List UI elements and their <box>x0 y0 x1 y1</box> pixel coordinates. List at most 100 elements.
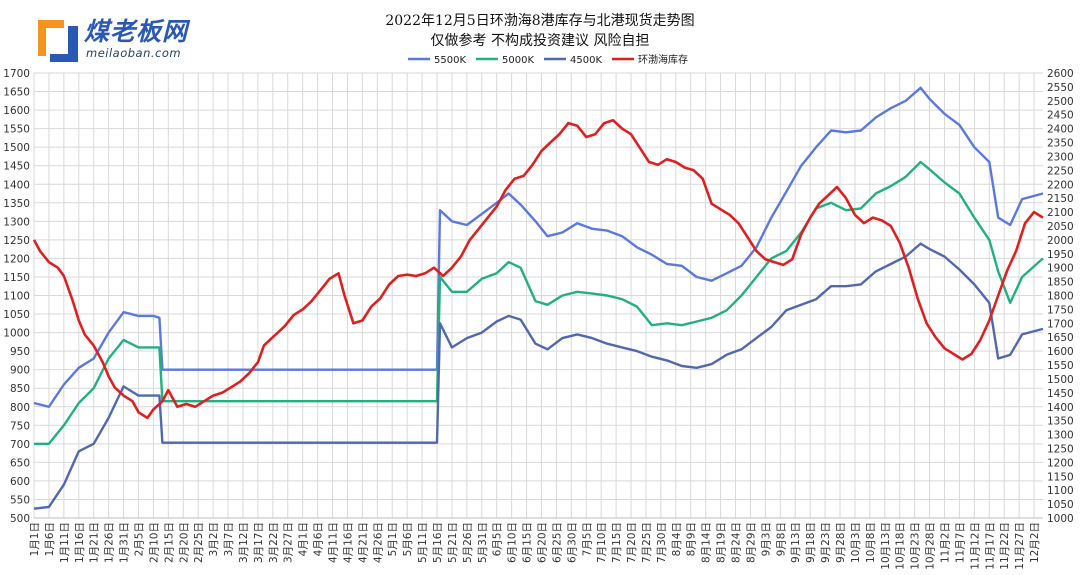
y-right-tick-label: 2500 <box>1047 96 1074 108</box>
y-left-tick-label: 650 <box>10 457 30 469</box>
x-tick-label: 1月6日 <box>44 522 56 556</box>
x-tick-label: 11月22日 <box>999 522 1011 570</box>
x-tick-label: 10月18日 <box>895 522 907 570</box>
x-tick-label: 4月11日 <box>328 522 340 563</box>
x-tick-label: 11月12日 <box>969 522 981 570</box>
y-right-tick-label: 1050 <box>1047 499 1074 511</box>
y-right-tick-label: 2450 <box>1047 110 1074 122</box>
x-tick-label: 1月1日 <box>29 522 41 556</box>
chart-subtitle: 仅做参考 不构成投资建议 风险自担 <box>430 33 650 49</box>
y-right-tick-label: 1150 <box>1047 471 1074 483</box>
x-tick-label: 10月8日 <box>865 522 877 563</box>
series-line-5500K <box>33 86 1044 408</box>
y-right-tick-label: 2200 <box>1047 179 1074 191</box>
x-tick-label: 6月10日 <box>507 522 519 563</box>
y-left-tick-label: 1700 <box>3 68 30 80</box>
x-tick-label: 9月18日 <box>805 522 817 563</box>
x-tick-label: 3月12日 <box>238 522 250 563</box>
x-tick-label: 10月28日 <box>925 522 937 570</box>
y-right-tick-label: 2150 <box>1047 193 1074 205</box>
x-tick-label: 8月19日 <box>716 522 728 563</box>
x-tick-label: 7月25日 <box>641 522 653 563</box>
x-tick-label: 5月31日 <box>477 522 489 563</box>
x-tick-label: 1月11日 <box>59 522 71 563</box>
y-left-tick-label: 600 <box>10 476 30 488</box>
x-tick-label: 11月2日 <box>939 522 951 563</box>
x-tick-label: 9月28日 <box>835 522 847 563</box>
x-tick-label: 2月20日 <box>178 522 190 563</box>
y-right-tick-label: 2550 <box>1047 82 1074 94</box>
series-line-环渤海库存 <box>32 119 1044 420</box>
x-tick-label: 7月15日 <box>611 522 623 563</box>
x-tick-label: 4月26日 <box>372 522 384 563</box>
series-line-5000K <box>34 160 1044 445</box>
x-tick-label: 3月7日 <box>223 522 235 556</box>
x-tick-label: 11月7日 <box>954 522 966 563</box>
y-left-tick-label: 1150 <box>3 272 30 284</box>
y-right-tick-label: 2300 <box>1047 151 1074 163</box>
y-left-tick-label: 1000 <box>3 328 30 340</box>
x-tick-label: 12月2日 <box>1029 522 1041 563</box>
x-tick-label: 3月2日 <box>208 522 220 556</box>
y-right-tick-label: 1850 <box>1047 277 1074 289</box>
series-layer <box>32 86 1044 510</box>
y-left-tick-label: 1100 <box>3 291 30 303</box>
y-left-tick-label: 1350 <box>3 198 30 210</box>
x-tick-label: 5月16日 <box>432 522 444 563</box>
grid <box>33 72 1043 519</box>
legend-label: 环渤海库存 <box>638 53 688 66</box>
x-tick-label: 5月21日 <box>447 522 459 563</box>
x-tick-label: 8月24日 <box>731 522 743 563</box>
x-tick-label: 11月27日 <box>1014 522 1026 570</box>
y-right-tick-label: 1350 <box>1047 416 1074 428</box>
y-right-tick-label: 1300 <box>1047 430 1074 442</box>
x-tick-label: 9月3日 <box>760 522 772 556</box>
y-left-tick-label: 1650 <box>3 87 30 99</box>
y-right-tick-label: 1100 <box>1047 485 1074 497</box>
x-tick-label: 6月15日 <box>522 522 534 563</box>
logo <box>34 14 234 64</box>
x-tick-label: 5月1日 <box>387 522 399 556</box>
y-left-tick-label: 950 <box>10 346 30 358</box>
y-right-tick-label: 1550 <box>1047 360 1074 372</box>
y-right-tick-label: 2100 <box>1047 207 1074 219</box>
y-right-tick-label: 2400 <box>1047 124 1074 136</box>
x-tick-label: 1月31日 <box>119 522 131 563</box>
x-tick-label: 2月15日 <box>163 522 175 563</box>
series-line-4500K <box>33 242 1044 510</box>
y-right-tick-label: 2250 <box>1047 165 1074 177</box>
y-right-tick-label: 1200 <box>1047 457 1074 469</box>
legend: 5500K 5000K 4500K 环渤海库存 <box>408 53 688 66</box>
y-left-tick-label: 1300 <box>3 216 30 228</box>
x-tick-label: 2月10日 <box>148 522 160 563</box>
x-tick-label: 4月16日 <box>342 522 354 563</box>
y-left-tick-label: 1600 <box>3 105 30 117</box>
x-tick-label: 8月4日 <box>671 522 683 556</box>
legend-label: 4500K <box>570 55 602 66</box>
y-axis-left: 500 550 600 650 700 750 800 850 900 950 1000 1050 11… <box>3 68 30 525</box>
x-tick-label: 9月13日 <box>790 522 802 563</box>
y-left-tick-label: 1400 <box>3 179 30 191</box>
x-tick-label: 10月3日 <box>850 522 862 563</box>
x-tick-label: 8月29日 <box>745 522 757 563</box>
x-tick-label: 9月23日 <box>820 522 832 563</box>
y-right-tick-label: 1450 <box>1047 388 1074 400</box>
x-tick-label: 1月26日 <box>104 522 116 563</box>
logo-mark-blue <box>50 26 78 62</box>
legend-label: 5000K <box>502 55 534 66</box>
x-tick-label: 6月20日 <box>536 522 548 563</box>
y-left-tick-label: 750 <box>10 420 30 432</box>
y-right-tick-label: 1800 <box>1047 291 1074 303</box>
x-tick-label: 4月21日 <box>357 522 369 563</box>
x-tick-label: 4月1日 <box>298 522 310 556</box>
x-tick-label: 9月8日 <box>775 522 787 556</box>
y-right-tick-label: 1250 <box>1047 443 1074 455</box>
y-left-tick-label: 700 <box>10 439 30 451</box>
y-right-tick-label: 1750 <box>1047 304 1074 316</box>
x-tick-label: 6月30日 <box>566 522 578 563</box>
x-tick-label: 4月6日 <box>313 522 325 556</box>
y-right-tick-label: 2050 <box>1047 221 1074 233</box>
y-left-tick-label: 850 <box>10 383 30 395</box>
x-tick-label: 7月20日 <box>626 522 638 563</box>
